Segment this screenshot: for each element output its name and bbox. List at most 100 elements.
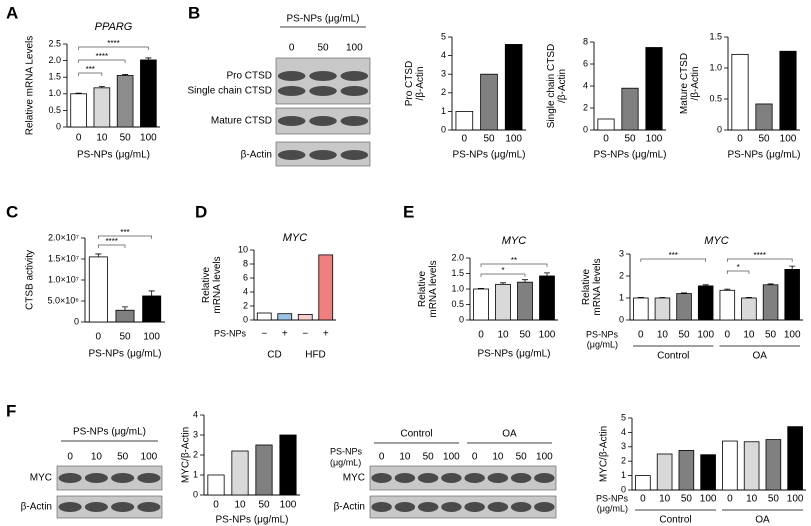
band <box>277 71 306 81</box>
y-tick-label: 1 <box>441 106 446 116</box>
y-tick-label: 1.0 <box>48 88 61 98</box>
chart-title: PPARG <box>95 21 133 33</box>
x-row-label: PS-NPs <box>596 493 629 503</box>
y-axis-label: /β-Actin <box>557 69 568 103</box>
x-tick-label: 0 <box>638 330 644 341</box>
significance-bracket <box>78 46 149 50</box>
blot-row-label: β-Actin <box>241 150 272 161</box>
bar <box>678 449 695 491</box>
lane: 10 <box>91 452 103 463</box>
bar <box>676 293 692 321</box>
bar <box>473 288 489 321</box>
x-tick-label: 50 <box>120 133 132 144</box>
lane: 50 <box>117 452 129 463</box>
error-bar <box>544 272 550 276</box>
x-tick-label: 50 <box>119 332 131 343</box>
band <box>277 116 306 126</box>
bar <box>116 75 134 128</box>
x-tick-label: 10 <box>746 494 758 505</box>
bar <box>495 283 511 321</box>
error-bar <box>724 288 731 291</box>
error-bar <box>145 57 152 60</box>
x-tick-label: 100 <box>646 134 663 145</box>
x-axis-label: PS-NPs (μg/mL) <box>478 349 551 360</box>
bar <box>517 281 533 321</box>
bar <box>755 103 773 131</box>
y-tick-label: 1.5 <box>709 31 722 41</box>
band <box>58 502 82 512</box>
blot-header: PS-NPs (μg/mL) <box>287 14 360 25</box>
blot-strip <box>56 495 163 519</box>
blot-group: OA <box>502 429 517 440</box>
band <box>371 502 392 512</box>
blot-row-label: MYC <box>30 473 52 484</box>
x-tick-label: 0 <box>213 500 219 511</box>
y-tick-label: 0 <box>193 489 198 499</box>
y-tick-label: 0 <box>74 316 79 326</box>
y-tick-label: 3 <box>621 441 626 451</box>
band <box>309 150 337 160</box>
y-tick-label: 2.5 <box>48 38 61 48</box>
x-tick-label: 100 <box>505 134 522 145</box>
x-tick-label: 10 <box>657 330 669 341</box>
y-tick-label: 0.5 <box>451 299 464 309</box>
bar <box>88 256 108 323</box>
x-tick-label: 50 <box>624 134 636 145</box>
y-axis-label: Pro CTSD <box>404 61 415 107</box>
x-tick-label: 0 <box>725 330 731 341</box>
y-tick-label: 3 <box>441 69 446 79</box>
band <box>111 473 135 483</box>
significance-label: * <box>737 263 740 272</box>
band <box>534 473 555 483</box>
lane: 10 <box>399 452 411 463</box>
x-axis-label: PS-NPs (μg/mL) <box>89 349 162 360</box>
panel-label: B <box>188 3 200 22</box>
chart-title: MYC <box>704 235 729 247</box>
bar <box>455 111 474 131</box>
group-label: Control <box>657 351 689 362</box>
significance-bracket <box>97 244 126 248</box>
group-label: Control <box>659 515 691 526</box>
y-tick-label: 1.0 <box>709 62 722 72</box>
x-tick-label: − <box>261 329 267 340</box>
x-tick-label: 50 <box>681 494 693 505</box>
bar <box>255 444 273 496</box>
x-tick-label: 0 <box>76 133 82 144</box>
x-tick-label: 0 <box>96 332 102 343</box>
bar <box>765 439 782 491</box>
error-bar <box>637 296 644 298</box>
bar <box>597 118 615 131</box>
lane: 100 <box>346 43 363 54</box>
x-tick-label: 50 <box>768 494 780 505</box>
y-tick-label: 4 <box>243 286 248 296</box>
y-tick-label: 8 <box>243 258 248 268</box>
band <box>510 473 532 483</box>
y-tick-label: 0 <box>583 124 588 134</box>
band <box>394 502 416 512</box>
band <box>340 150 369 160</box>
y-tick-label: 0 <box>56 121 61 131</box>
blot-row-label: Mature CTSD <box>211 116 272 127</box>
band <box>137 473 161 483</box>
x-tick-label: 50 <box>765 330 777 341</box>
y-tick-label: 1 <box>621 470 626 480</box>
y-axis-label: MYC/β-Actin <box>599 426 610 482</box>
bar <box>743 441 760 491</box>
y-tick-label: 0.5 <box>48 105 61 115</box>
band <box>464 502 485 512</box>
panel-label: C <box>6 202 18 221</box>
bar <box>731 53 749 131</box>
band <box>510 502 532 512</box>
error-bar <box>148 290 155 296</box>
lane: 50 <box>516 452 528 463</box>
lane: 0 <box>472 452 478 463</box>
bar <box>621 87 639 131</box>
bar <box>504 44 523 131</box>
lane: 100 <box>141 452 158 463</box>
y-tick-label: 0 <box>243 314 248 324</box>
x-tick-label: 50 <box>519 330 531 341</box>
bar <box>115 309 135 323</box>
bar <box>140 59 157 128</box>
error-bar <box>702 284 709 286</box>
